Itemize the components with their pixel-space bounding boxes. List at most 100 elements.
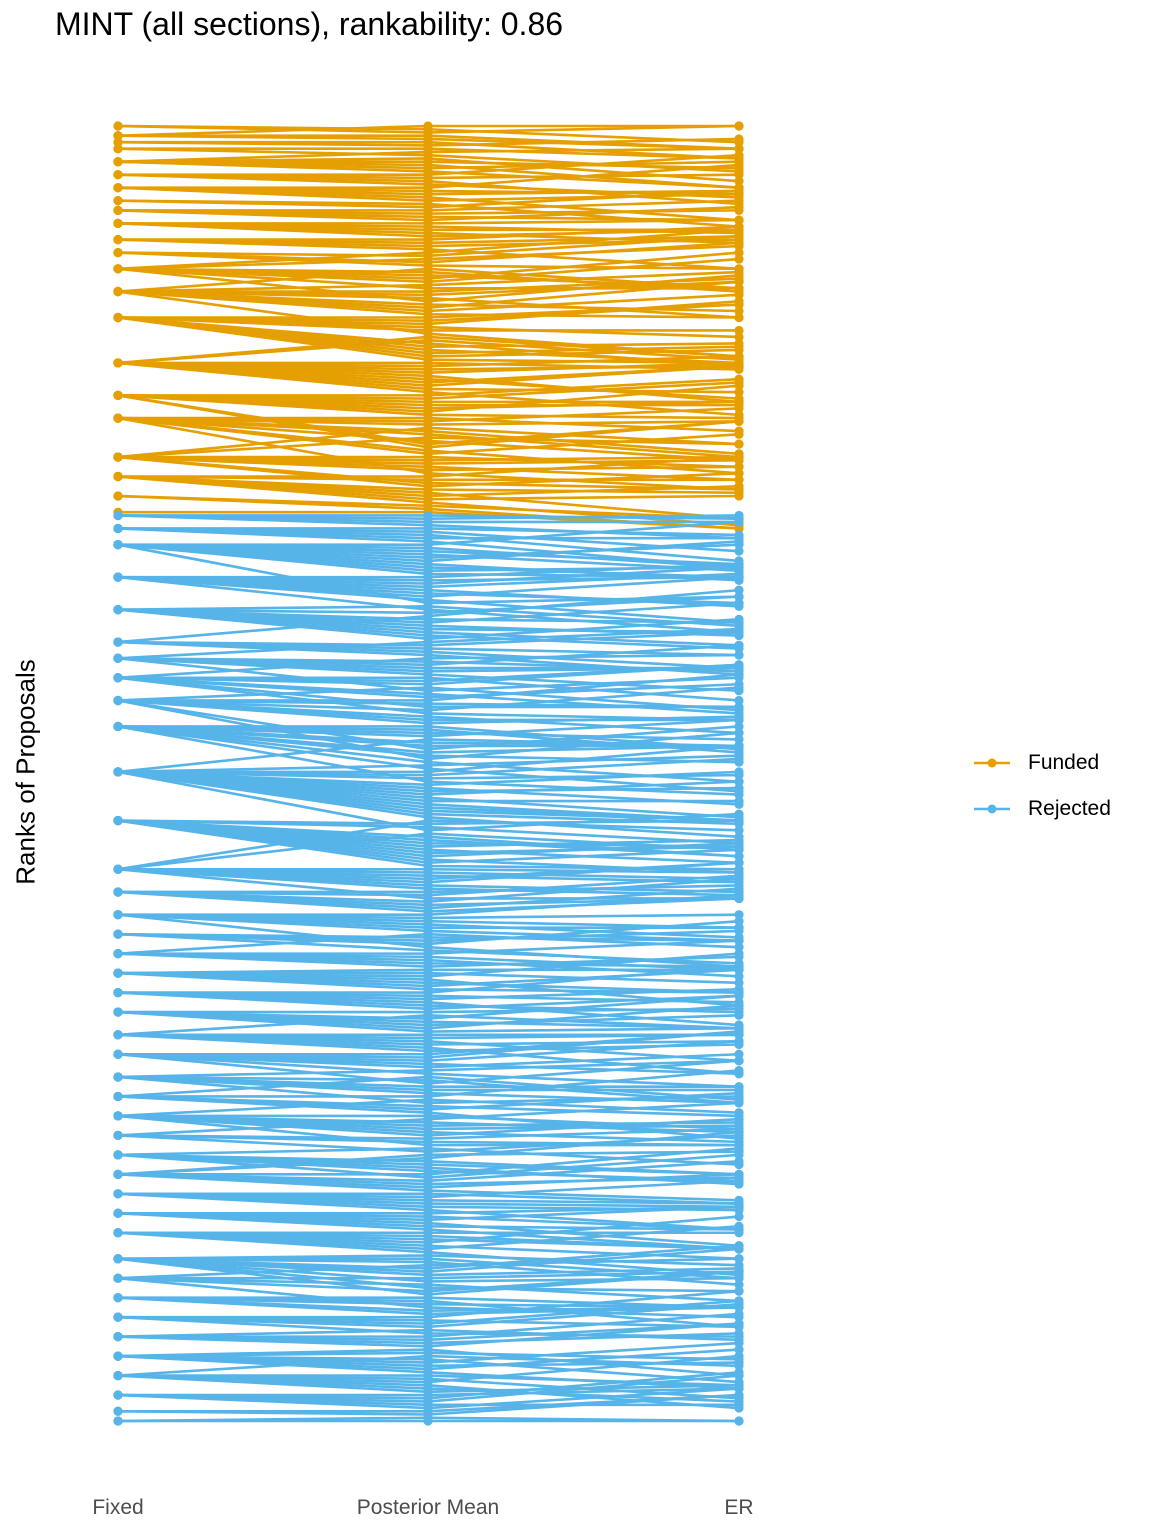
funded-point-er (734, 345, 744, 355)
rejected-point-fixed (113, 1049, 123, 1059)
rejected-point-er (734, 1244, 744, 1254)
rejected-point-er (734, 1010, 744, 1020)
rejected-point-er (734, 1299, 744, 1309)
rejected-point-er (734, 640, 744, 650)
rejected-point-er (734, 1254, 744, 1264)
rejected-point-er (734, 1400, 744, 1410)
funded-point-er (734, 523, 744, 534)
funded-point-fixed (113, 452, 123, 462)
funded-point-er (734, 150, 744, 160)
rejected-point-er (734, 916, 744, 926)
rejected-point-er (734, 942, 744, 952)
rejected-point-er (734, 669, 744, 680)
rejected-point-fixed (113, 1332, 123, 1342)
rejected-point-fixed (113, 1273, 123, 1283)
rejected-point-er (734, 825, 744, 835)
legend-label-funded: Funded (1028, 751, 1100, 774)
rejected-point-fixed (113, 1312, 123, 1322)
funded-point-fixed (113, 137, 123, 147)
rejected-point-er (734, 1169, 744, 1179)
rejected-point-fixed (113, 1030, 123, 1040)
rejected-point-er (734, 1351, 744, 1361)
funded-point-er (734, 312, 744, 323)
rejected-point-er (734, 796, 744, 806)
rejected-point-fixed (113, 1293, 123, 1303)
rejected-point-fixed (113, 767, 123, 777)
rejected-point-er (734, 682, 744, 693)
rejected-point-er (734, 815, 744, 826)
funded-point-fixed (113, 312, 123, 323)
rejected-point-er (734, 971, 744, 981)
legend-label-rejected: Rejected (1028, 797, 1111, 820)
rejected-point-er (734, 715, 744, 725)
funded-point-fixed (113, 170, 123, 180)
rejected-point-er (734, 1211, 744, 1222)
rejected-point-er (734, 1370, 744, 1381)
rejected-point-er (734, 721, 744, 732)
funded-point-fixed (113, 205, 123, 215)
funded-point-fixed (113, 218, 123, 228)
funded-point-er (734, 491, 744, 501)
rejected-point-fixed (113, 1254, 123, 1264)
x-tick-fixed: Fixed (92, 1496, 144, 1519)
rejected-point-er (734, 1286, 744, 1296)
funded-point-fixed (113, 247, 123, 258)
rejected-point-er (734, 1228, 744, 1238)
rejected-point-er (734, 1319, 744, 1329)
funded-point-er (734, 290, 744, 300)
rejected-point-er (734, 1036, 744, 1046)
rejected-point-fixed (113, 1072, 123, 1082)
rejected-point-er (734, 1000, 744, 1011)
rejected-point-er (734, 1056, 744, 1066)
rejected-point-er (734, 949, 744, 959)
rejected-point-er (734, 536, 744, 547)
rejected-point-fixed (113, 1208, 123, 1218)
rejected-point-er (734, 1390, 744, 1400)
rejected-point-er (734, 890, 744, 900)
funded-point-fixed (113, 358, 123, 368)
funded-point-er (734, 387, 744, 397)
funded-point-er (734, 247, 744, 258)
rejected-point-fixed (113, 1007, 123, 1017)
funded-point-er (734, 170, 744, 180)
rejected-point-fixed (113, 815, 123, 826)
funded-point-er (734, 283, 744, 293)
legend-key-funded (974, 758, 1010, 768)
rejected-point-er (734, 1383, 744, 1394)
rejected-point-fixed (113, 1416, 123, 1426)
rejected-point-er (734, 984, 744, 994)
rejected-point-er (734, 572, 744, 582)
funded-point-er (734, 325, 744, 336)
rejected-point-er (734, 783, 744, 793)
rejected-point-er (734, 851, 744, 861)
rejected-point-fixed (113, 1351, 123, 1361)
funded-point-er (734, 238, 744, 248)
rejected-point-fixed (113, 949, 123, 959)
rejected-point-fixed (113, 864, 123, 874)
rejected-point-er (734, 1309, 744, 1319)
rejected-point-er (734, 767, 744, 777)
rejected-point-er (734, 1127, 744, 1137)
legend-key-rejected (974, 804, 1010, 814)
x-tick-er: ER (724, 1496, 754, 1519)
rejected-point-er (734, 702, 744, 712)
legend-item-funded: Funded (972, 740, 1111, 786)
funded-point-er (734, 144, 744, 154)
funded-point-er (734, 468, 744, 478)
funded-point-er (734, 225, 744, 235)
rejected-point-er (734, 910, 744, 920)
rejected-point-er (734, 1273, 744, 1283)
rejected-point-fixed (113, 929, 123, 939)
funded-point-er (734, 176, 744, 186)
funded-point-fixed (113, 131, 123, 141)
funded-point-er (734, 186, 744, 196)
rejected-point-fixed (113, 1406, 123, 1416)
rejected-point-fixed (113, 604, 123, 615)
chart-title: MINT (all sections), rankability: 0.86 (55, 6, 564, 42)
rejected-point-fixed (113, 510, 123, 521)
rejected-point-er (734, 1143, 744, 1153)
rejected-point-fixed (113, 887, 123, 897)
rejected-point-fixed (113, 1390, 123, 1400)
rejected-point-er (734, 1026, 744, 1037)
rejected-point-er (734, 1221, 744, 1231)
